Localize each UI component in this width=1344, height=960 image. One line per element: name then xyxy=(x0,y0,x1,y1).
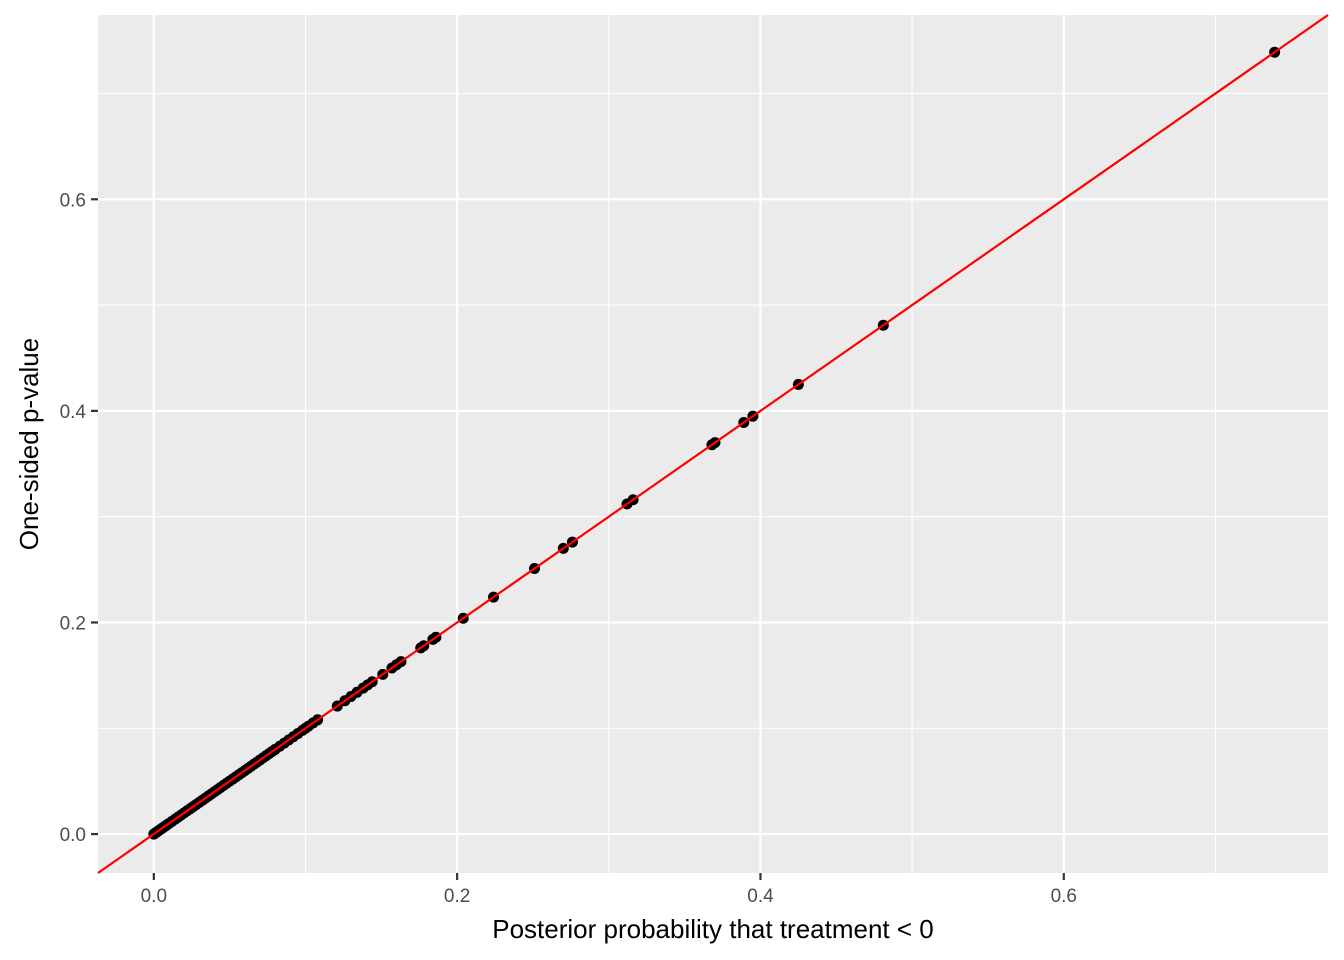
y-tick-label: 0.4 xyxy=(60,402,87,423)
reference-line-group xyxy=(97,14,1329,874)
major-gridlines xyxy=(98,15,1328,873)
reference-line xyxy=(97,14,1329,874)
x-axis: 0.0 0.2 0.4 0.6 xyxy=(141,873,1077,907)
x-tick-label: 0.6 xyxy=(1051,886,1077,907)
x-tick-label: 0.2 xyxy=(444,886,470,907)
x-tick-label: 0.0 xyxy=(141,886,167,907)
y-tick-label: 0.2 xyxy=(60,613,86,634)
minor-gridlines xyxy=(98,15,1328,873)
y-tick-label: 0.0 xyxy=(60,825,86,846)
y-tick-label: 0.6 xyxy=(60,190,86,211)
x-axis-title: Posterior probability that treatment < 0 xyxy=(492,914,934,944)
y-axis: 0.0 0.2 0.4 0.6 xyxy=(60,190,98,846)
y-axis-title: One-sided p-value xyxy=(14,338,44,550)
x-tick-label: 0.4 xyxy=(747,886,774,907)
